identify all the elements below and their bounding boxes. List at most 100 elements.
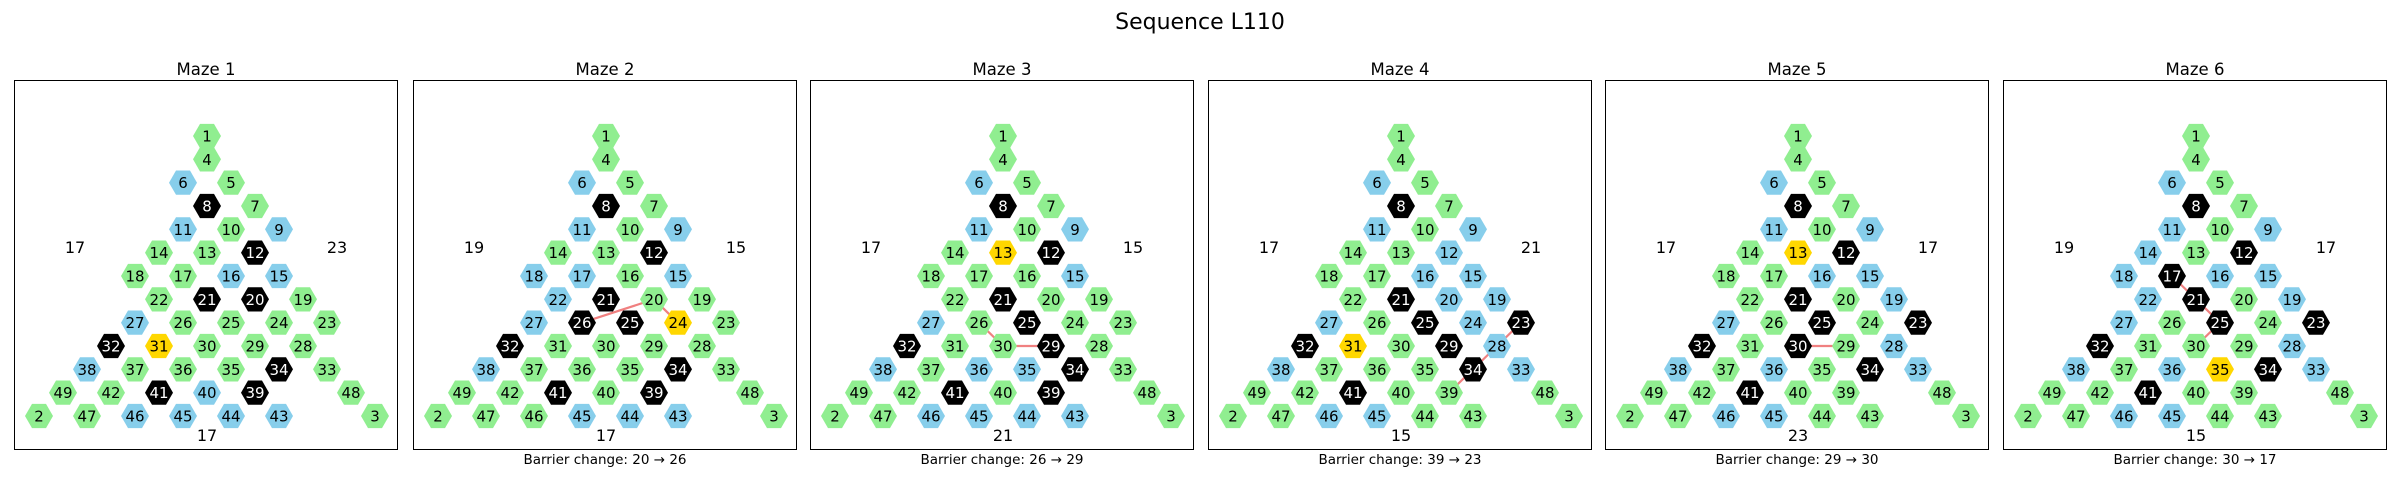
maze-cell-open: 5 <box>2206 170 2234 195</box>
hex-cell <box>1133 380 1161 405</box>
hex-cell <box>1411 310 1439 335</box>
cell-number: 34 <box>2258 361 2277 379</box>
maze-cell-marked: 46 <box>2110 403 2138 429</box>
hex-cell <box>989 193 1017 219</box>
cell-number: 21 <box>993 291 1012 309</box>
cell-number: 45 <box>173 408 192 426</box>
hex-cell <box>1363 403 1391 429</box>
hex-cell <box>1784 240 1812 265</box>
cell-number: 28 <box>293 338 312 356</box>
maze-cell-open: 13 <box>592 240 620 265</box>
cell-number: 14 <box>1343 244 1362 262</box>
maze-cell-open: 2 <box>1219 403 1247 429</box>
maze-cell-open: 48 <box>1531 380 1559 405</box>
cell-number: 39 <box>1836 384 1855 402</box>
hex-cell <box>193 287 221 312</box>
cell-number: 33 <box>2306 361 2325 379</box>
maze-cell-marked: 27 <box>121 310 149 335</box>
maze-cell-open: 42 <box>2086 380 2114 405</box>
left-count-label: 19 <box>464 238 484 257</box>
maze-cell-open: 37 <box>2110 357 2138 382</box>
cell-number: 29 <box>1041 338 1060 356</box>
maze-cell-barrier: 21 <box>1784 287 1812 312</box>
maze-cell-marked: 12 <box>1435 240 1463 265</box>
cell-number: 41 <box>2138 384 2157 402</box>
cell-number: 3 <box>769 408 779 426</box>
maze-cell-open: 3 <box>1157 403 1185 429</box>
maze-cell-barrier: 41 <box>941 380 969 405</box>
cell-number: 48 <box>1932 384 1951 402</box>
hex-cell <box>544 333 572 359</box>
maze-cell-barrier: 21 <box>592 287 620 312</box>
hex-cell <box>1904 310 1932 335</box>
cell-number: 38 <box>476 361 495 379</box>
hex-cell <box>520 310 548 335</box>
cell-number: 21 <box>2186 291 2205 309</box>
hex-cell <box>1459 217 1487 242</box>
cell-number: 16 <box>1415 268 1434 286</box>
hex-cell <box>73 357 101 382</box>
maze-cell-barrier: 41 <box>544 380 572 405</box>
hex-cell <box>1712 310 1740 335</box>
cell-number: 25 <box>221 314 240 332</box>
hex-cell <box>2206 217 2234 242</box>
cell-number: 8 <box>601 198 611 216</box>
maze-cell-marked: 15 <box>1856 263 1884 289</box>
hex-cell <box>520 357 548 382</box>
maze-cell-marked: 33 <box>1507 357 1535 382</box>
maze-cell-marked: 38 <box>1664 357 1692 382</box>
cell-number: 11 <box>572 221 591 239</box>
maze-cell-marked: 38 <box>73 357 101 382</box>
cell-number: 37 <box>921 361 940 379</box>
maze-cell-open: 4 <box>989 147 1017 172</box>
figure-title: Sequence L110 <box>1115 10 1285 35</box>
hex-cell <box>1640 380 1668 405</box>
cell-number: 4 <box>2191 151 2201 169</box>
hex-cell <box>568 403 596 429</box>
hex-cell <box>193 123 221 149</box>
maze-cell-open: 18 <box>917 263 945 289</box>
maze-cell-marked: 6 <box>965 170 993 195</box>
hex-cell <box>217 217 245 242</box>
hex-cell <box>241 193 269 219</box>
maze-cell-open: 1 <box>592 123 620 149</box>
cell-number: 24 <box>269 314 288 332</box>
hex-cell <box>664 357 692 382</box>
cell-number: 30 <box>1788 338 1807 356</box>
hex-cell <box>917 310 945 335</box>
cell-number: 16 <box>221 268 240 286</box>
cell-number: 3 <box>1961 408 1971 426</box>
hex-cell <box>1061 403 1089 429</box>
cell-number: 34 <box>668 361 687 379</box>
hex-cell <box>592 147 620 172</box>
cell-number: 42 <box>101 384 120 402</box>
hex-cell <box>664 263 692 289</box>
cell-number: 31 <box>2138 338 2157 356</box>
cell-number: 36 <box>173 361 192 379</box>
hex-cell <box>1555 403 1583 429</box>
cell-number: 8 <box>2191 198 2201 216</box>
cell-number: 27 <box>524 314 543 332</box>
hex-cell <box>1013 310 1041 335</box>
hex-cell <box>869 357 897 382</box>
hex-cell <box>1435 333 1463 359</box>
maze-cell-marked: 20 <box>1435 287 1463 312</box>
cell-number: 17 <box>2162 268 2181 286</box>
maze-frame: 1 4 6 5 8 7 11 10 9 14 13 12 18 17 16 15 22 21 20 19 27 26 25 2… <box>1605 80 1989 450</box>
hex-cell <box>217 310 245 335</box>
maze-cell-open: 20 <box>1832 287 1860 312</box>
hex-cell <box>1363 170 1391 195</box>
maze-cell-open: 40 <box>1784 380 1812 405</box>
bottom-count-label: 17 <box>596 426 616 445</box>
maze-cell-marked: 6 <box>1760 170 1788 195</box>
path-segment <box>581 298 655 324</box>
hex-cell <box>1808 170 1836 195</box>
cell-number: 49 <box>452 384 471 402</box>
hex-cell <box>472 357 500 382</box>
cell-number: 38 <box>1668 361 1687 379</box>
hex-cell <box>1784 380 1812 405</box>
cell-number: 10 <box>221 221 240 239</box>
cell-number: 15 <box>1860 268 1879 286</box>
cell-number: 32 <box>897 338 916 356</box>
hex-cell <box>1411 217 1439 242</box>
